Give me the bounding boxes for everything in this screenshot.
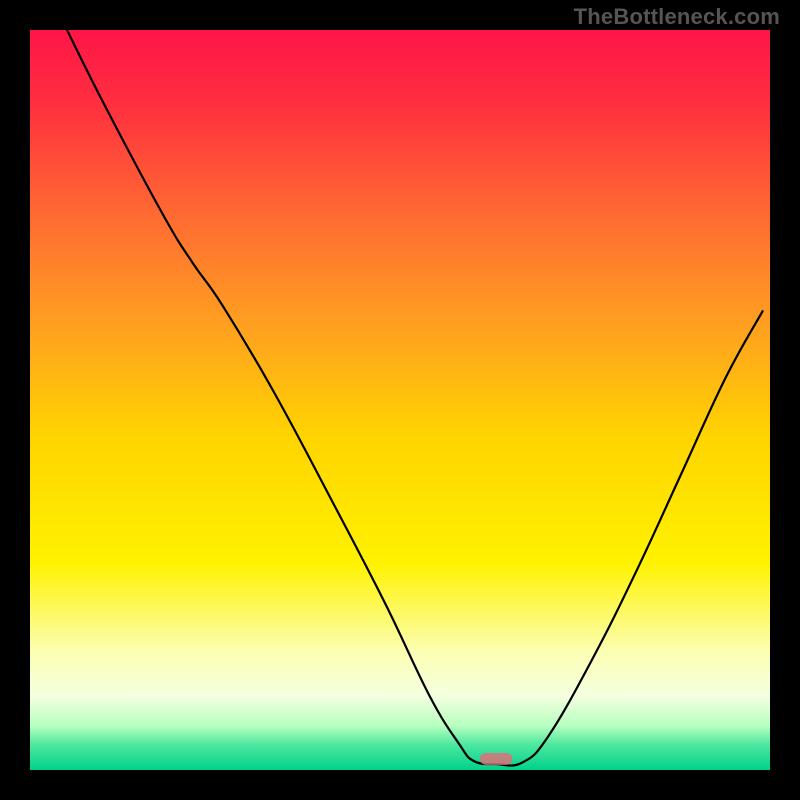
- plot-background: [30, 30, 770, 770]
- optimum-marker: [480, 753, 513, 765]
- bottleneck-chart: [0, 0, 800, 800]
